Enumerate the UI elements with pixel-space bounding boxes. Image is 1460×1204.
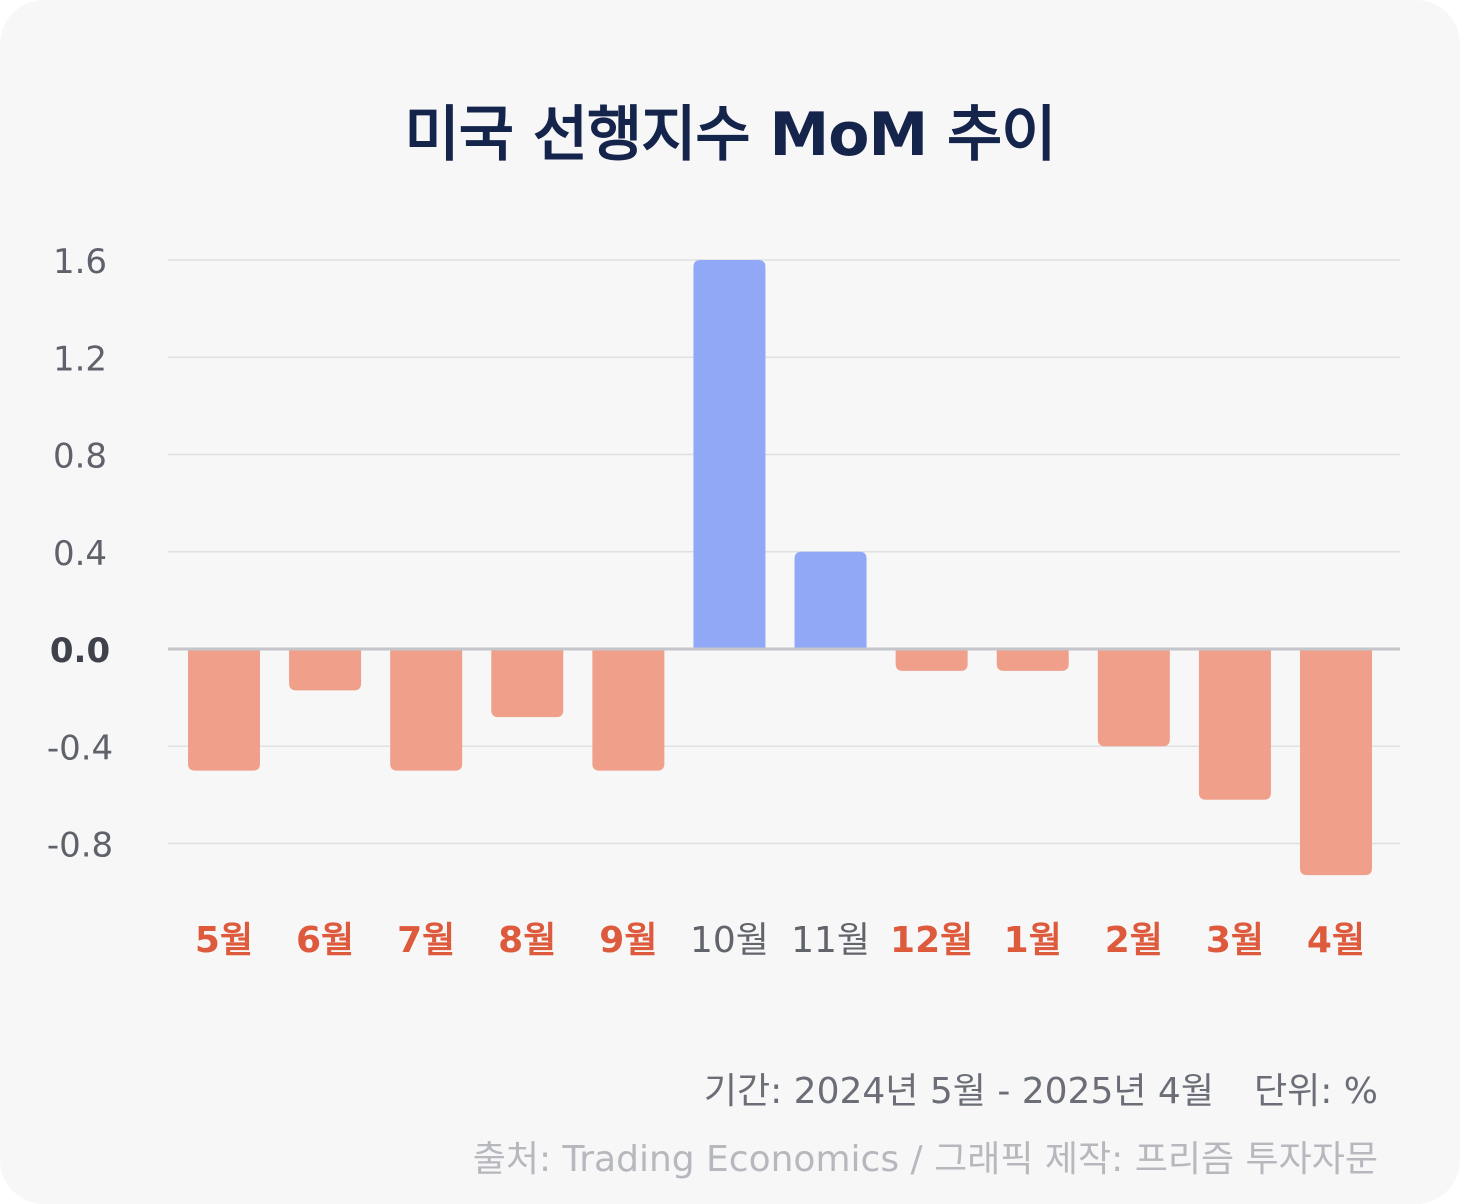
chart-title: 미국 선행지수 MoM 추이 — [404, 100, 1057, 170]
y-axis-ticks: 1.6 1.2 0.8 0.4 0.0 -0.4 -0.8 — [47, 242, 113, 866]
x-tick-label: 9월 — [599, 920, 657, 961]
x-tick-label: 4월 — [1307, 920, 1365, 961]
bar-10월 — [693, 260, 766, 649]
x-tick-label: 1월 — [1004, 920, 1062, 961]
x-tick-label: 7월 — [397, 920, 455, 961]
bar-9월 — [592, 649, 665, 771]
y-tick-label: -0.4 — [47, 728, 113, 768]
x-axis-labels: 5월 6월 7월 8월 9월 10월 11월 12월 1월 2월 3월 4월 — [195, 920, 1365, 961]
y-tick-label: -0.8 — [47, 826, 113, 866]
x-tick-label: 3월 — [1206, 920, 1264, 961]
x-tick-label: 8월 — [498, 920, 556, 961]
bar-4월 — [1300, 649, 1372, 876]
bar-8월 — [491, 649, 564, 718]
source-note: 출처: Trading Economics / 그래픽 제작: 프리즘 투자자문 — [472, 1139, 1378, 1180]
period-note: 기간: 2024년 5월 - 2025년 4월 단위: % — [704, 1062, 1378, 1114]
bar-7월 — [390, 649, 463, 771]
bar-1월 — [996, 649, 1069, 671]
bar-3월 — [1198, 649, 1271, 800]
bar-2월 — [1097, 649, 1170, 747]
x-tick-label: 10월 — [690, 920, 769, 961]
x-tick-label: 5월 — [195, 920, 253, 961]
x-tick-label: 12월 — [890, 920, 973, 961]
y-tick-label: 0.0 — [50, 631, 110, 671]
bar-5월 — [188, 649, 260, 771]
y-tick-label: 0.8 — [53, 437, 107, 477]
grid-lines — [168, 259, 1400, 845]
y-tick-label: 1.2 — [53, 339, 107, 379]
x-tick-label: 2월 — [1105, 920, 1163, 961]
bar-11월 — [794, 551, 867, 649]
x-tick-label: 11월 — [791, 920, 870, 961]
x-tick-label: 6월 — [296, 920, 354, 961]
bar-12월 — [895, 649, 968, 671]
y-tick-label: 0.4 — [53, 534, 107, 574]
bar-6월 — [289, 649, 362, 691]
y-tick-label: 1.6 — [53, 242, 107, 282]
unit-text: 단위: % — [1253, 1071, 1378, 1112]
bars — [188, 260, 1372, 876]
period-text: 기간: 2024년 5월 - 2025년 4월 — [703, 1071, 1214, 1112]
